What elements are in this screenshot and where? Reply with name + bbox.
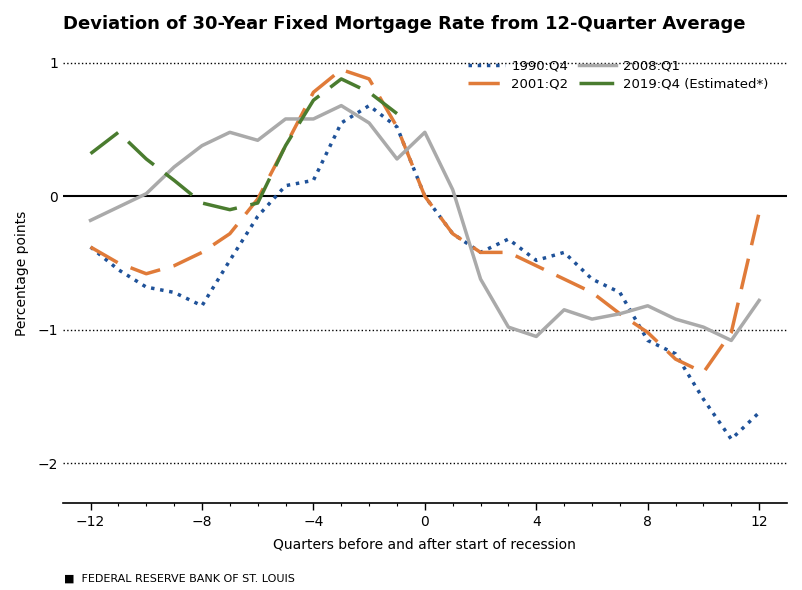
Text: ■  FEDERAL RESERVE BANK OF ST. LOUIS: ■ FEDERAL RESERVE BANK OF ST. LOUIS <box>64 574 295 584</box>
X-axis label: Quarters before and after start of recession: Quarters before and after start of reces… <box>273 537 577 552</box>
Y-axis label: Percentage points: Percentage points <box>15 211 29 336</box>
Legend: 1990:Q4, 2001:Q2, 2008:Q1, 2019:Q4 (Estimated*): 1990:Q4, 2001:Q2, 2008:Q1, 2019:Q4 (Esti… <box>463 54 773 96</box>
Text: Deviation of 30-Year Fixed Mortgage Rate from 12-Quarter Average: Deviation of 30-Year Fixed Mortgage Rate… <box>63 15 745 33</box>
